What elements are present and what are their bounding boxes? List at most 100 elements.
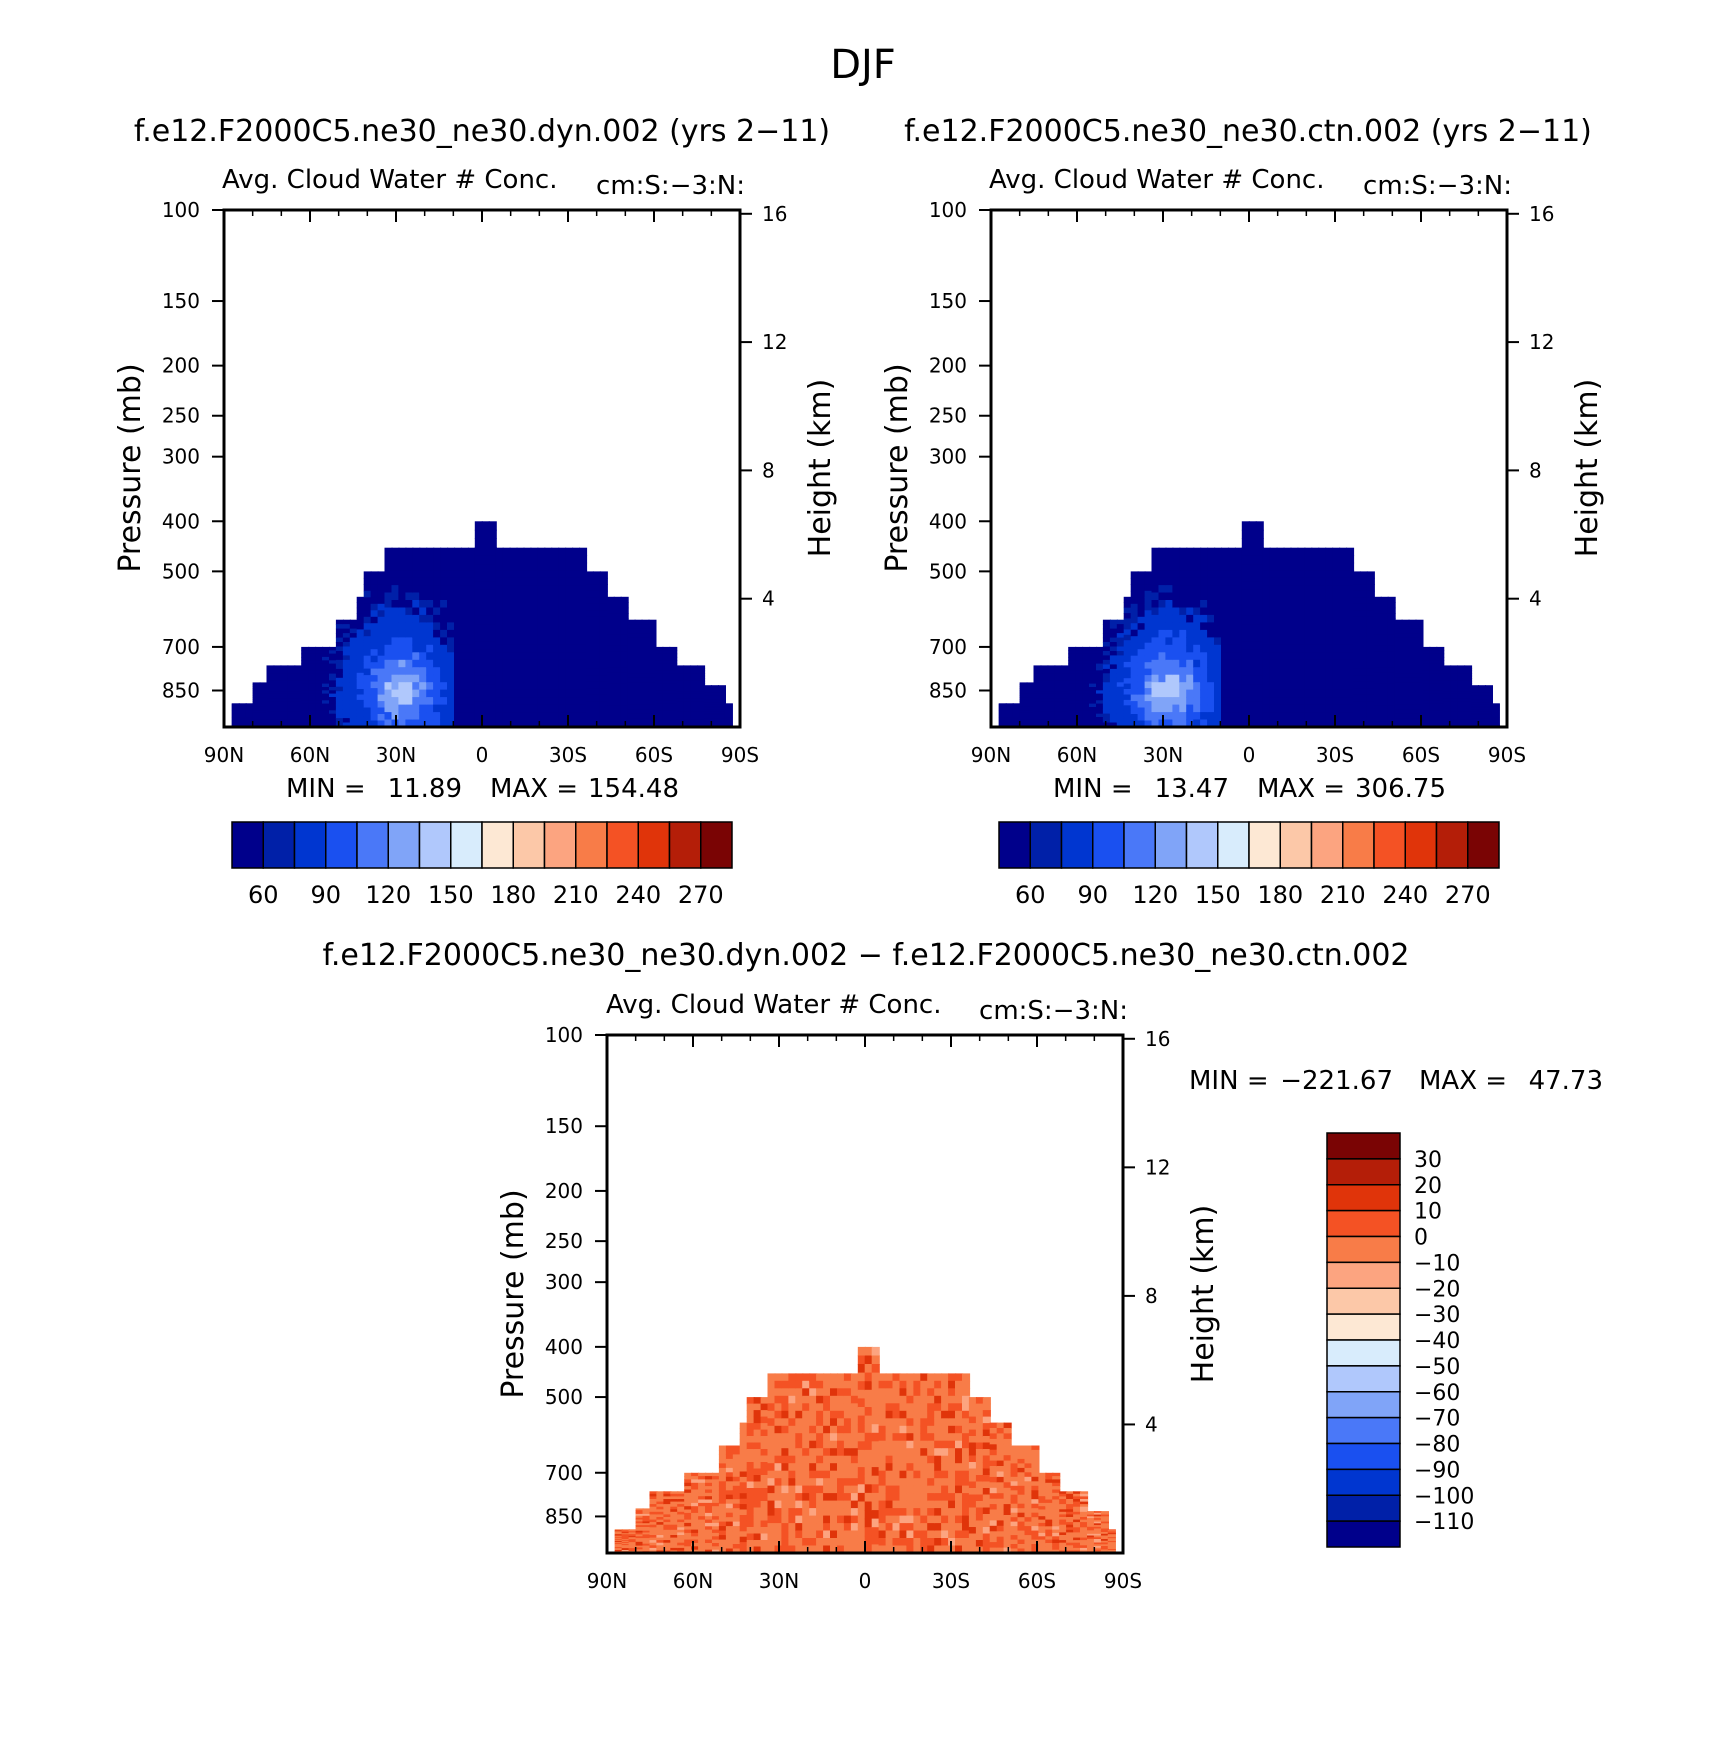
field-cell — [440, 629, 449, 638]
field-cell — [349, 700, 358, 706]
field-cell — [802, 1425, 811, 1434]
field-cell — [259, 723, 268, 726]
field-cell — [1359, 668, 1368, 676]
field-cell — [892, 1410, 901, 1419]
field-cell — [1408, 686, 1417, 692]
field-cell — [843, 1395, 852, 1404]
field-cell — [419, 592, 428, 601]
field-cell — [725, 1490, 734, 1496]
field-cell — [655, 723, 664, 727]
field-cell — [1096, 663, 1105, 668]
field-cell — [301, 713, 310, 718]
field-cell — [1450, 703, 1459, 708]
field-cell — [705, 1472, 714, 1477]
field-cell — [1096, 703, 1105, 708]
field-cell — [405, 555, 414, 564]
field-cell — [1283, 644, 1292, 653]
field-cell — [1040, 706, 1049, 710]
field-cell — [245, 721, 254, 723]
field-cell — [676, 685, 685, 690]
field-cell — [955, 1395, 964, 1404]
field-cell — [850, 1508, 859, 1517]
field-cell — [878, 1515, 887, 1524]
field-cell — [1248, 547, 1257, 557]
field-cell — [287, 675, 296, 679]
field-cell — [516, 562, 525, 571]
field-cell — [1241, 538, 1250, 548]
field-cell — [231, 719, 240, 721]
field-cell — [753, 1449, 762, 1457]
field-cell — [614, 1546, 623, 1548]
field-cell — [843, 1523, 852, 1532]
field-cell — [273, 706, 282, 710]
field-cell — [488, 615, 497, 625]
field-cell — [1012, 708, 1021, 710]
field-cell — [460, 592, 469, 601]
field-cell — [1068, 720, 1077, 725]
field-cell — [892, 1448, 901, 1457]
field-cell — [433, 682, 442, 691]
field-cell — [1033, 688, 1042, 692]
field-cell — [614, 1535, 623, 1537]
field-cell — [620, 672, 629, 679]
field-cell — [788, 1418, 797, 1427]
field-cell — [1262, 585, 1271, 594]
field-cell — [850, 1455, 859, 1464]
field-cell — [474, 555, 483, 565]
field-cell — [238, 713, 247, 715]
field-cell — [315, 717, 324, 721]
field-cell — [1061, 709, 1070, 713]
field-cell — [1165, 637, 1174, 646]
field-cell — [1005, 712, 1014, 714]
field-cell — [516, 592, 525, 601]
field-cell — [718, 1544, 727, 1550]
field-cell — [558, 592, 567, 601]
field-cell — [1109, 682, 1118, 688]
colorbar-swatch — [1060, 821, 1094, 869]
field-cell — [885, 1545, 894, 1553]
field-cell — [1248, 658, 1257, 668]
field-cell — [1477, 704, 1486, 707]
field-cell — [892, 1523, 901, 1532]
field-cell — [899, 1530, 908, 1539]
field-cell — [606, 651, 615, 658]
field-cell — [1207, 585, 1216, 594]
field-cell — [1082, 653, 1091, 658]
field-cell — [1033, 701, 1042, 705]
field-cell — [1214, 719, 1223, 727]
field-cell — [669, 676, 678, 681]
field-cell — [718, 1512, 727, 1518]
field-cell — [1352, 623, 1361, 631]
field-cell — [885, 1500, 894, 1509]
field-cell — [1200, 570, 1209, 579]
field-cell — [460, 607, 469, 616]
panel-diff-subtitle: f.e12.F2000C5.ne30_ne30.dyn.002 − f.e12.… — [322, 938, 1409, 973]
field-cell — [391, 600, 400, 609]
field-cell — [725, 1476, 734, 1482]
field-cell — [447, 689, 456, 698]
field-cell — [739, 1455, 748, 1462]
field-cell — [1443, 721, 1452, 726]
field-cell — [670, 1514, 679, 1518]
field-cell — [1359, 701, 1368, 709]
field-cell — [648, 619, 657, 625]
field-cell — [1019, 691, 1028, 695]
field-cell — [1352, 681, 1361, 689]
field-cell — [1012, 703, 1021, 705]
field-cell — [781, 1493, 790, 1502]
panel-diff-left-label: Avg. Cloud Water # Conc. — [606, 990, 942, 1020]
field-cell — [968, 1520, 977, 1528]
field-cell — [1214, 704, 1223, 713]
field-cell — [781, 1508, 790, 1517]
field-cell — [1304, 689, 1313, 698]
field-cell — [920, 1425, 929, 1434]
field-cell — [1082, 687, 1091, 691]
field-cell — [1269, 704, 1278, 713]
field-cell — [259, 699, 268, 702]
field-cell — [648, 722, 657, 727]
field-cell — [1221, 629, 1230, 638]
field-cell — [565, 719, 574, 727]
field-cell — [502, 644, 511, 653]
field-cell — [1373, 623, 1382, 630]
field-cell — [1484, 723, 1493, 726]
